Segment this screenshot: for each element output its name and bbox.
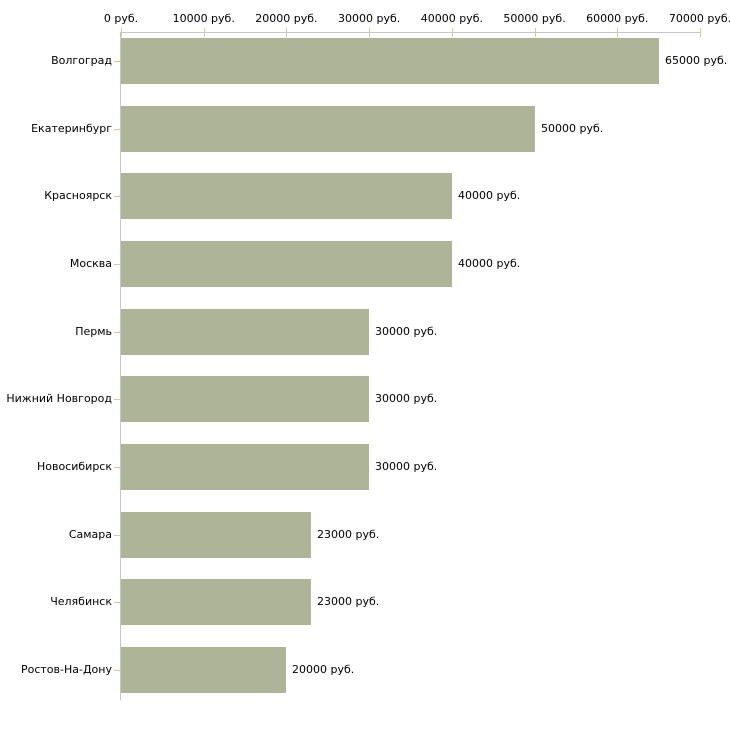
value-label: 30000 руб.: [375, 325, 438, 338]
category-label: Екатеринбург: [31, 122, 112, 135]
x-tick-label: 60000 руб.: [586, 12, 649, 25]
category-tick-mark: [114, 399, 120, 400]
x-tick-label: 0 руб.: [103, 12, 139, 25]
value-label: 50000 руб.: [541, 122, 604, 135]
category-tick-mark: [114, 535, 120, 536]
category-label: Новосибирск: [36, 460, 112, 473]
value-label: 40000 руб.: [458, 189, 521, 202]
value-label: 40000 руб.: [458, 257, 521, 270]
category-label: Красноярск: [44, 189, 112, 202]
value-label: 23000 руб.: [317, 528, 380, 541]
bar: [121, 512, 311, 558]
category-label: Ростов-На-Дону: [20, 663, 112, 676]
x-tick-label: 10000 руб.: [172, 12, 235, 25]
category-label: Пермь: [75, 325, 112, 338]
x-axis-line: [121, 32, 700, 33]
bar: [121, 106, 535, 152]
value-label: 23000 руб.: [317, 595, 380, 608]
category-label: Челябинск: [50, 595, 112, 608]
bar: [121, 173, 452, 219]
value-label: 20000 руб.: [292, 663, 355, 676]
x-tick-label: 40000 руб.: [420, 12, 483, 25]
bar: [121, 579, 311, 625]
x-tick-label: 50000 руб.: [503, 12, 566, 25]
value-label: 30000 руб.: [375, 392, 438, 405]
category-tick-mark: [114, 332, 120, 333]
category-tick-mark: [114, 467, 120, 468]
x-tick-label: 30000 руб.: [338, 12, 401, 25]
bar: [121, 647, 286, 693]
x-tick-label: 70000 руб.: [668, 12, 730, 25]
category-tick-mark: [114, 670, 120, 671]
category-label: Самара: [68, 528, 112, 541]
category-label: Волгоград: [51, 54, 112, 67]
value-label: 30000 руб.: [375, 460, 438, 473]
x-tick-label: 20000 руб.: [255, 12, 318, 25]
category-tick-mark: [114, 264, 120, 265]
x-tick-mark: [700, 28, 701, 37]
bar: [121, 376, 369, 422]
bar: [121, 309, 369, 355]
bar: [121, 38, 659, 84]
value-label: 65000 руб.: [665, 54, 728, 67]
category-tick-mark: [114, 61, 120, 62]
bar: [121, 241, 452, 287]
category-tick-mark: [114, 129, 120, 130]
category-label: Москва: [69, 257, 112, 270]
category-tick-mark: [114, 602, 120, 603]
y-axis-line: [120, 32, 121, 700]
bar: [121, 444, 369, 490]
category-tick-mark: [114, 196, 120, 197]
category-label: Нижний Новгород: [6, 392, 112, 405]
